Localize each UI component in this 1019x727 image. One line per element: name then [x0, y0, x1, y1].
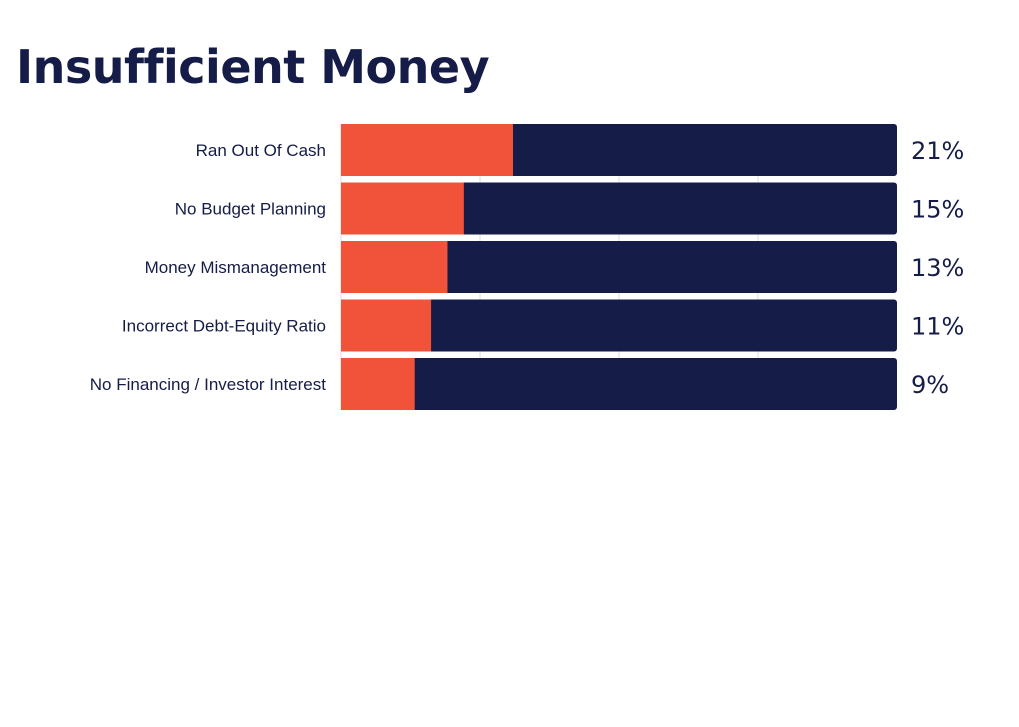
value-label: 15% — [911, 196, 964, 224]
bar-remainder — [341, 299, 897, 352]
value-label: 21% — [911, 137, 964, 165]
bar-value — [341, 182, 464, 235]
bar-remainder — [341, 358, 897, 410]
bar-value — [341, 299, 432, 352]
bar-value — [341, 241, 448, 293]
bar-value — [341, 124, 513, 176]
bars — [341, 124, 897, 410]
category-label: Ran Out Of Cash — [196, 141, 326, 160]
bar-remainder — [341, 241, 897, 293]
bar-remainder — [341, 182, 897, 235]
category-label: Money Mismanagement — [145, 258, 327, 277]
value-label: 13% — [911, 254, 964, 282]
category-label: No Financing / Investor Interest — [90, 375, 327, 394]
bar-value — [341, 358, 415, 410]
page-title: Insufficient Money — [16, 40, 490, 94]
value-label: 9% — [911, 371, 949, 399]
labels: Ran Out Of Cash 21% No Budget Planning 15% M… — [90, 137, 965, 399]
value-label: 11% — [911, 313, 964, 341]
category-label: No Budget Planning — [175, 200, 326, 219]
category-label: Incorrect Debt-Equity Ratio — [122, 317, 326, 336]
